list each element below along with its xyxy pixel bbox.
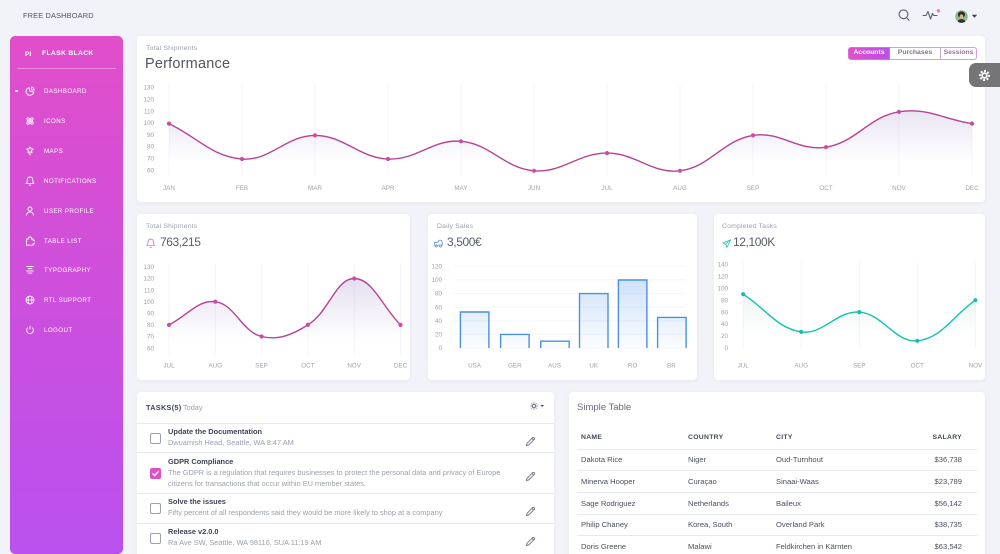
- svg-text:60: 60: [147, 345, 155, 352]
- svg-text:JUL: JUL: [163, 363, 175, 370]
- svg-text:90: 90: [147, 311, 155, 318]
- svg-text:120: 120: [431, 263, 442, 270]
- svg-text:DEC: DEC: [965, 185, 979, 192]
- svg-text:0: 0: [438, 345, 442, 352]
- svg-text:SEP: SEP: [747, 185, 760, 192]
- svg-text:JAN: JAN: [163, 185, 175, 192]
- svg-text:MAR: MAR: [308, 185, 322, 192]
- svg-text:GER: GER: [508, 363, 522, 370]
- svg-text:JUL: JUL: [601, 185, 613, 192]
- svg-text:APR: APR: [382, 185, 395, 192]
- svg-text:JUL: JUL: [738, 363, 750, 370]
- svg-text:60: 60: [147, 167, 155, 174]
- svg-text:80: 80: [147, 322, 155, 329]
- svg-text:20: 20: [721, 333, 729, 340]
- svg-text:60: 60: [435, 304, 443, 311]
- svg-text:DEC: DEC: [394, 363, 408, 370]
- svg-text:100: 100: [143, 299, 154, 306]
- svg-text:40: 40: [721, 321, 729, 328]
- svg-text:140: 140: [717, 262, 728, 269]
- svg-text:100: 100: [143, 120, 154, 127]
- svg-text:70: 70: [147, 156, 155, 163]
- svg-text:NOV: NOV: [969, 363, 983, 370]
- svg-text:0: 0: [724, 345, 728, 352]
- svg-text:80: 80: [147, 144, 155, 151]
- svg-text:AUG: AUG: [208, 363, 222, 370]
- svg-text:OCT: OCT: [819, 185, 832, 192]
- svg-text:80: 80: [721, 297, 729, 304]
- svg-text:AUS: AUS: [548, 363, 561, 370]
- svg-text:110: 110: [144, 108, 155, 115]
- svg-text:80: 80: [435, 291, 443, 298]
- svg-text:90: 90: [147, 132, 155, 139]
- svg-text:MAY: MAY: [454, 185, 468, 192]
- svg-text:FEB: FEB: [236, 185, 248, 192]
- svg-text:BR: BR: [667, 363, 676, 370]
- svg-text:JUN: JUN: [528, 185, 541, 192]
- svg-text:130: 130: [143, 264, 154, 271]
- svg-text:130: 130: [143, 85, 154, 92]
- svg-text:SEP: SEP: [255, 363, 268, 370]
- svg-text:70: 70: [147, 334, 155, 341]
- svg-text:100: 100: [431, 277, 442, 284]
- svg-text:OCT: OCT: [911, 363, 924, 370]
- svg-text:120: 120: [717, 273, 728, 280]
- svg-text:AUG: AUG: [794, 363, 808, 370]
- svg-text:AUG: AUG: [673, 185, 687, 192]
- svg-text:OCT: OCT: [301, 363, 314, 370]
- svg-text:100: 100: [717, 285, 728, 292]
- svg-text:USA: USA: [468, 363, 482, 370]
- svg-text:40: 40: [435, 318, 443, 325]
- svg-text:120: 120: [143, 276, 154, 283]
- svg-text:SEP: SEP: [853, 363, 866, 370]
- svg-text:110: 110: [144, 287, 155, 294]
- svg-text:RO: RO: [628, 363, 638, 370]
- svg-text:20: 20: [435, 332, 443, 339]
- svg-text:120: 120: [143, 97, 154, 104]
- svg-text:NOV: NOV: [892, 185, 906, 192]
- svg-text:60: 60: [721, 309, 729, 316]
- svg-text:UK: UK: [589, 363, 599, 370]
- svg-text:NOV: NOV: [347, 363, 361, 370]
